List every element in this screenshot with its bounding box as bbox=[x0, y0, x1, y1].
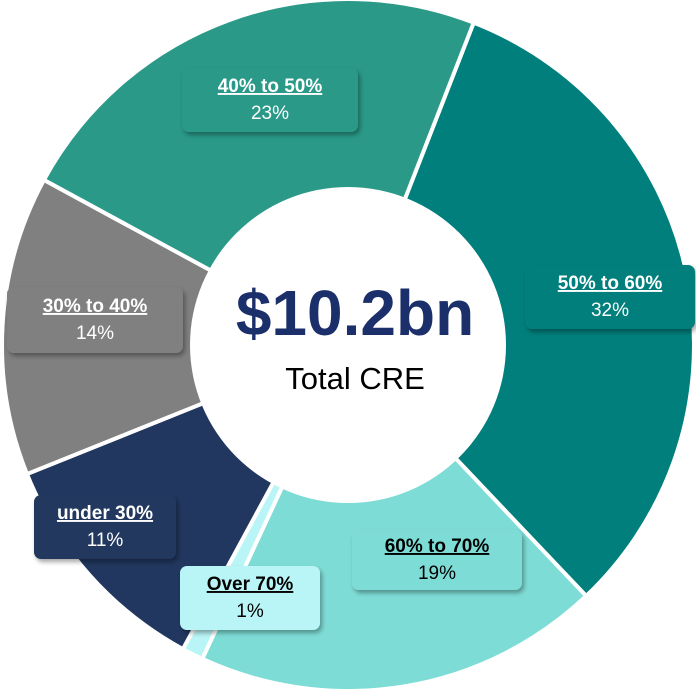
label-value: 11% bbox=[87, 530, 124, 551]
label-name: under 30% bbox=[57, 503, 153, 524]
center-subtitle: Total CRE bbox=[285, 361, 425, 396]
label-box bbox=[525, 265, 695, 329]
label-value: 23% bbox=[251, 103, 289, 124]
label-name: 40% to 50% bbox=[218, 76, 323, 97]
label-value: 14% bbox=[76, 323, 114, 344]
label-name: Over 70% bbox=[207, 574, 294, 595]
label-box bbox=[180, 566, 320, 630]
label-value: 1% bbox=[236, 601, 264, 622]
label-box bbox=[352, 530, 522, 590]
label-name: 60% to 70% bbox=[385, 536, 490, 557]
labels: 50% to 60% 32% 60% to 70% 19% Over 70% 1% unde… bbox=[7, 68, 695, 630]
label-box bbox=[34, 495, 176, 559]
label-box bbox=[7, 287, 183, 353]
label-name: 30% to 40% bbox=[43, 296, 148, 317]
label-value: 19% bbox=[418, 563, 456, 584]
label-value: 32% bbox=[591, 300, 629, 321]
donut-hole bbox=[190, 187, 506, 503]
center-title: $10.2bn bbox=[236, 277, 474, 349]
label-name: 50% to 60% bbox=[558, 273, 663, 294]
label-box bbox=[182, 68, 358, 132]
